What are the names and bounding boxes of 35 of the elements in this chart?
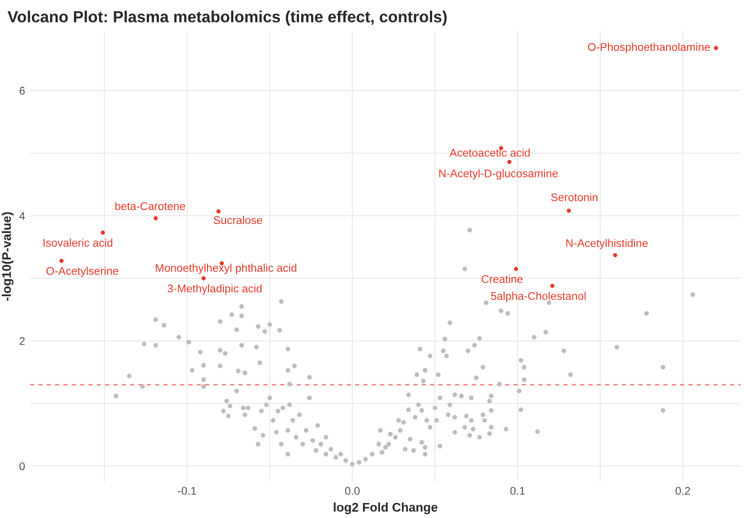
y-axis-title: -log10(P-value) bbox=[2, 212, 14, 301]
point bbox=[613, 253, 618, 258]
chart-title: Volcano Plot: Plasma metabolomics (time effect, controls) bbox=[8, 10, 447, 26]
annotation: Monoethylhexyl phthalic acid bbox=[156, 264, 296, 274]
point bbox=[507, 160, 512, 164]
point bbox=[100, 230, 105, 235]
y-tick-label: 6 bbox=[20, 86, 25, 95]
x-tick-label: -0.1 bbox=[178, 486, 196, 495]
annotation: Acetoacetic acid bbox=[450, 148, 530, 157]
point bbox=[566, 208, 571, 213]
point bbox=[514, 266, 518, 272]
annotation: O-Acetylserine bbox=[46, 266, 118, 278]
x-tick-label: 0.2 bbox=[676, 486, 690, 495]
annotation: Sucralose bbox=[214, 216, 262, 224]
point bbox=[216, 209, 221, 214]
annotation: N-Acetylhistidine bbox=[566, 238, 648, 250]
annotation: 3-Methyladipic acid bbox=[168, 284, 262, 295]
y-tick-label: 0 bbox=[19, 462, 25, 470]
y-tick-label: 2 bbox=[20, 337, 25, 345]
annotation: Creatine bbox=[482, 274, 523, 284]
point bbox=[59, 258, 64, 263]
x-tick-label: 0.1 bbox=[510, 486, 525, 495]
y-tick-label: 4 bbox=[19, 212, 25, 220]
x-tick-label: 0.0 bbox=[345, 486, 360, 495]
point bbox=[202, 276, 206, 280]
x-axis-title: log2 Fold Change bbox=[334, 502, 438, 514]
point bbox=[714, 46, 718, 50]
annotation: Isovaleric acid bbox=[44, 238, 112, 247]
annotation: O-Phosphoethanolamine bbox=[588, 42, 710, 54]
annotation: beta-Carotene bbox=[115, 202, 186, 210]
point bbox=[550, 284, 554, 288]
annotation: N-Acetyl-D-glucosamine bbox=[439, 169, 558, 180]
annotation: 5alpha-Cholestanol bbox=[491, 292, 586, 302]
point bbox=[154, 216, 158, 220]
annotation: Serotonin bbox=[551, 193, 598, 202]
